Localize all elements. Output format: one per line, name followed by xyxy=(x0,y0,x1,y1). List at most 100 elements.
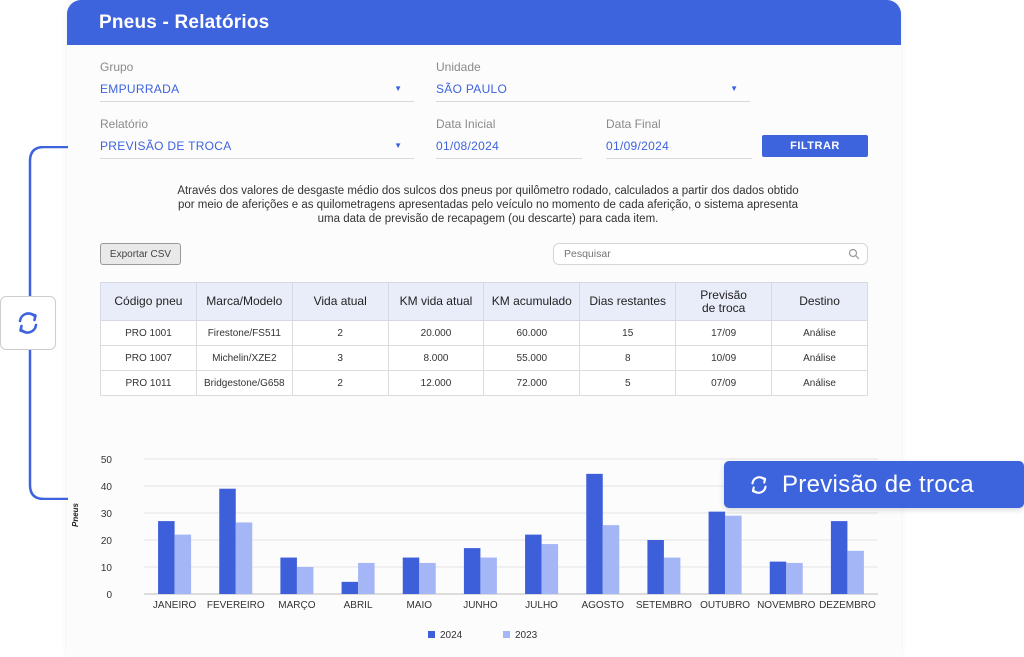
unidade-select[interactable]: Unidade SÃO PAULO ▼ xyxy=(436,60,750,104)
unidade-label: Unidade xyxy=(436,60,481,74)
y-tick-label: 0 xyxy=(106,590,112,601)
sync-icon xyxy=(751,475,767,494)
relatorio-label: Relatório xyxy=(100,117,149,131)
report-description: Através dos valores de desgaste médio do… xyxy=(177,185,799,225)
bar-2023 xyxy=(358,562,375,594)
bar-2024 xyxy=(769,561,787,594)
chevron-down-icon: ▼ xyxy=(394,141,402,150)
bar-2024 xyxy=(158,521,175,594)
table-cell: 8.000 xyxy=(387,345,485,371)
col-header[interactable]: Destino xyxy=(771,282,868,321)
bar-2024 xyxy=(341,581,359,594)
bar-2024 xyxy=(586,473,603,594)
bar-2024 xyxy=(525,534,542,594)
x-tick-label: JANEIRO xyxy=(153,600,197,611)
chevron-down-icon: ▼ xyxy=(394,84,402,93)
badge-label: Previsão de troca xyxy=(782,470,974,498)
x-tick-label: AGOSTO xyxy=(581,600,624,611)
sync-icon xyxy=(18,312,38,334)
unidade-underline xyxy=(436,101,750,102)
data-final-field[interactable]: Data Final 01/09/2024 xyxy=(606,117,752,161)
y-tick-label: 20 xyxy=(101,536,113,547)
page-header: Pneus - Relatórios xyxy=(67,0,901,45)
y-tick-label: 10 xyxy=(101,563,113,574)
bar-2023 xyxy=(296,567,314,594)
col-header[interactable]: Previsão de troca xyxy=(675,282,773,321)
forecast-table: Código pneu Marca/Modelo Vida atual KM v… xyxy=(100,282,868,396)
x-tick-label: NOVEMBRO xyxy=(757,600,816,611)
search-input[interactable] xyxy=(564,248,824,260)
unidade-value: SÃO PAULO xyxy=(436,82,508,96)
data-inicial-label: Data Inicial xyxy=(436,117,496,131)
table-row[interactable]: PRO 1007 Michelin/XZE2 3 8.000 55.000 8 … xyxy=(100,345,868,371)
bar-2023 xyxy=(174,534,192,594)
table-cell: Análise xyxy=(771,320,868,346)
table-cell: 20.000 xyxy=(387,320,485,346)
y-axis-label: Pneus xyxy=(71,502,80,527)
relatorio-select[interactable]: Relatório PREVISÃO DE TROCA ▼ xyxy=(100,117,414,161)
table-cell: 5 xyxy=(579,370,677,396)
table-cell: Análise xyxy=(771,345,868,371)
bar-2024 xyxy=(708,511,726,594)
table-cell: Michelin/XZE2 xyxy=(195,345,293,371)
table-row[interactable]: PRO 1011 Bridgestone/G658 2 12.000 72.00… xyxy=(100,370,868,396)
bar-2023 xyxy=(725,515,742,594)
table-cell: Firestone/FS511 xyxy=(195,320,293,346)
table-cell: 12.000 xyxy=(387,370,485,396)
legend-label: 2023 xyxy=(515,630,538,641)
data-final-value: 01/09/2024 xyxy=(606,139,670,153)
col-header[interactable]: KM vida atual xyxy=(387,282,485,321)
table-cell: 17/09 xyxy=(675,320,773,346)
y-tick-label: 30 xyxy=(101,509,113,520)
relatorio-value: PREVISÃO DE TROCA xyxy=(100,139,232,153)
page-title: Pneus - Relatórios xyxy=(99,12,270,33)
table-row[interactable]: PRO 1001 Firestone/FS511 2 20.000 60.000… xyxy=(100,320,868,346)
forecast-badge: Previsão de troca xyxy=(724,461,1024,508)
filter-button[interactable]: FILTRAR xyxy=(762,135,868,157)
grupo-value: EMPURRADA xyxy=(100,82,180,96)
bar-2023 xyxy=(419,562,436,594)
legend-swatch xyxy=(428,631,435,638)
table-cell: Análise xyxy=(771,370,868,396)
bar-2023 xyxy=(847,550,864,594)
grupo-select[interactable]: Grupo EMPURRADA ▼ xyxy=(100,60,414,104)
search-box[interactable] xyxy=(553,243,868,265)
bar-2023 xyxy=(541,544,559,594)
col-header[interactable]: KM acumulado xyxy=(483,282,581,321)
table-cell: 2 xyxy=(291,320,389,346)
col-header[interactable]: Marca/Modelo xyxy=(195,282,293,321)
table-cell: 10/09 xyxy=(675,345,773,371)
table-cell: 60.000 xyxy=(483,320,581,346)
col-header[interactable]: Código pneu xyxy=(100,282,197,321)
bar-2023 xyxy=(480,557,497,594)
search-icon[interactable] xyxy=(848,248,860,260)
data-final-underline xyxy=(606,158,752,159)
bar-2024 xyxy=(402,557,420,594)
table-cell: 72.000 xyxy=(483,370,581,396)
relatorio-underline xyxy=(100,158,414,159)
y-tick-label: 40 xyxy=(101,482,113,493)
x-tick-label: FEVEREIRO xyxy=(207,600,265,611)
col-header[interactable]: Dias restantes xyxy=(579,282,677,321)
bar-2024 xyxy=(219,488,236,594)
monthly-bar-chart: 0 10 20 30 40 50 Pneus JANEIRO FEVEREIRO MARÇO ABR… xyxy=(71,455,878,641)
table-cell: 07/09 xyxy=(675,370,773,396)
chevron-down-icon: ▼ xyxy=(730,84,738,93)
bar-2023 xyxy=(602,525,620,594)
data-inicial-underline xyxy=(436,158,582,159)
table-cell: PRO 1007 xyxy=(100,345,197,371)
table-cell: Bridgestone/G658 xyxy=(195,370,293,396)
data-inicial-value: 01/08/2024 xyxy=(436,139,500,153)
table-cell: 15 xyxy=(579,320,677,346)
x-tick-label: OUTUBRO xyxy=(700,600,750,611)
x-tick-label: SETEMBRO xyxy=(636,600,692,611)
table-cell: 3 xyxy=(291,345,389,371)
export-csv-button[interactable]: Exportar CSV xyxy=(100,243,181,265)
col-header[interactable]: Vida atual xyxy=(291,282,389,321)
x-tick-label: DEZEMBRO xyxy=(819,600,876,611)
bar-2024 xyxy=(463,548,481,594)
data-inicial-field[interactable]: Data Inicial 01/08/2024 xyxy=(436,117,582,161)
grupo-underline xyxy=(100,101,414,102)
x-tick-label: MAIO xyxy=(406,600,432,611)
table-header-row: Código pneu Marca/Modelo Vida atual KM v… xyxy=(100,282,868,321)
